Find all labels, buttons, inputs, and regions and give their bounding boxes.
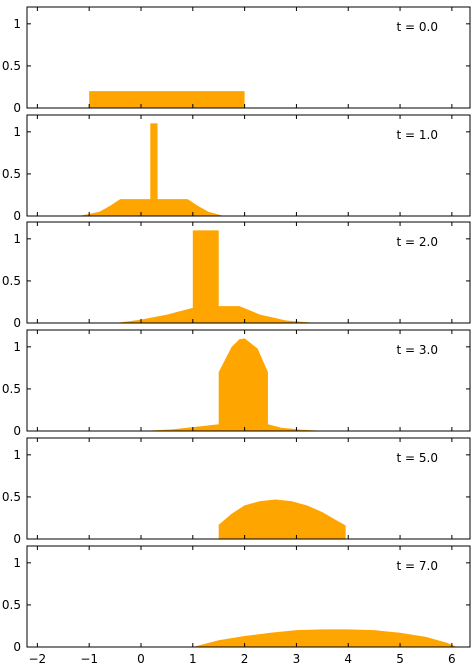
x-tick-label: 3 [293, 652, 301, 666]
y-tick-label: 0.5 [2, 274, 21, 288]
panel-4: 0 0.5 1 t = 3.0 [2, 329, 471, 438]
x-tick-label: 5 [396, 652, 404, 666]
panel-6: 0 0.5 1 t = 7.0 [2, 545, 471, 654]
y-tick-label: 0.5 [2, 490, 21, 504]
axes-frame [26, 545, 471, 648]
y-tick-label: 0.5 [2, 598, 21, 612]
y-tick-label: 0 [13, 101, 21, 115]
y-tick-label: 0 [13, 424, 21, 438]
y-tick-label: 1 [13, 125, 21, 139]
y-tick-label: 0.5 [2, 167, 21, 181]
x-tick-label: −1 [80, 652, 98, 666]
panel-time-label: t = 2.0 [397, 235, 438, 249]
panel-time-label: t = 5.0 [397, 451, 438, 465]
y-tick-label: 0.5 [2, 382, 21, 396]
panel-2: 0 0.5 1 t = 1.0 [2, 114, 471, 223]
y-tick-label: 1 [13, 448, 21, 462]
x-tick-label: 2 [241, 652, 249, 666]
panel-time-label: t = 0.0 [397, 20, 438, 34]
axes-frame [26, 329, 471, 432]
axes-frame [26, 221, 471, 324]
panel-5: 0 0.5 1 t = 5.0 [2, 437, 471, 546]
y-tick-label: 0.5 [2, 59, 21, 73]
area-fill-panel-2 [27, 123, 255, 216]
panel-time-label: t = 7.0 [397, 559, 438, 573]
area-fill-panel-6 [27, 629, 470, 647]
x-tick-label: 4 [344, 652, 352, 666]
y-tick-label: 1 [13, 556, 21, 570]
y-tick-label: 0 [13, 316, 21, 330]
axes-frame [26, 437, 471, 540]
y-tick-label: 1 [13, 232, 21, 246]
x-tick-label: 6 [448, 652, 456, 666]
y-tick-label: 0 [13, 640, 21, 654]
panel-3: 0 0.5 1 t = 2.0 [2, 221, 471, 330]
area-fill-panel-3 [27, 230, 349, 323]
area-fill-panel-1 [89, 91, 245, 108]
panel-1: 0 0.5 1 t = 0.0 [2, 6, 471, 115]
x-tick-label: −2 [29, 652, 47, 666]
area-fill-panel-4 [27, 338, 359, 431]
panel-time-label: t = 1.0 [397, 128, 438, 142]
axes-frame [26, 6, 471, 109]
axes-frame [26, 114, 471, 217]
y-tick-label: 0 [13, 209, 21, 223]
area-fill-panel-5 [27, 499, 470, 539]
y-tick-label: 0 [13, 532, 21, 546]
panel-time-label: t = 3.0 [397, 343, 438, 357]
x-tick-label: 1 [189, 652, 197, 666]
x-tick-label: 0 [137, 652, 145, 666]
y-tick-label: 1 [13, 17, 21, 31]
y-tick-label: 1 [13, 340, 21, 354]
